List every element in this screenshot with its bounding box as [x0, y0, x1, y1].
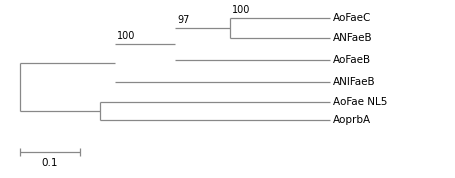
Text: AoprbA: AoprbA: [332, 115, 370, 125]
Text: 100: 100: [232, 5, 250, 15]
Text: 97: 97: [177, 15, 189, 25]
Text: AoFaeC: AoFaeC: [332, 13, 370, 23]
Text: ANFaeB: ANFaeB: [332, 33, 372, 43]
Text: AoFaeB: AoFaeB: [332, 55, 370, 65]
Text: 0.1: 0.1: [42, 158, 58, 168]
Text: ANIFaeB: ANIFaeB: [332, 77, 375, 87]
Text: 100: 100: [117, 31, 135, 41]
Text: AoFae NL5: AoFae NL5: [332, 97, 387, 107]
